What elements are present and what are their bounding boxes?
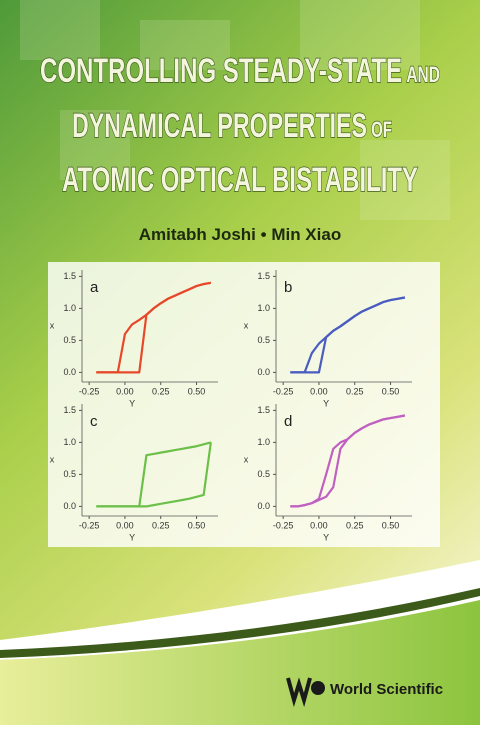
y-tick-label: 0.0 <box>257 367 270 377</box>
y-tick-label: 1.5 <box>63 271 76 281</box>
x-tick-label: 0.25 <box>152 520 170 530</box>
decor-blocks <box>20 0 450 220</box>
bottom-band <box>0 600 480 725</box>
y-tick-label: 0.5 <box>63 335 76 345</box>
y-tick-label: 1.5 <box>257 405 270 415</box>
y-tick-label: 0.5 <box>257 469 270 479</box>
x-tick-label: 0.00 <box>310 520 328 530</box>
title-small: AND <box>406 62 440 87</box>
y-tick-label: 1.0 <box>257 303 270 313</box>
publisher-logo: World Scientific <box>286 677 443 708</box>
y-axis-label: x <box>50 454 55 464</box>
curve <box>290 414 406 508</box>
plot: 0.0 0.5 1.0 1.5 -0.25 0.00 0.25 0.50 Yx a <box>50 270 218 408</box>
swoosh <box>0 560 480 660</box>
title-line: CONTROLLING STEADY-STATEAND <box>40 52 440 90</box>
x-axis-label: Y <box>129 398 135 408</box>
curve <box>96 441 212 508</box>
title-small: OF <box>371 117 392 142</box>
y-axis-label: x <box>244 320 249 330</box>
x-tick-label: -0.25 <box>273 520 294 530</box>
author: Amitabh Joshi <box>139 225 256 244</box>
logo-mark <box>311 681 325 695</box>
y-tick-label: 1.5 <box>257 271 270 281</box>
y-tick-label: 1.5 <box>63 405 76 415</box>
x-tick-label: 0.00 <box>310 386 328 396</box>
plot: 0.0 0.5 1.0 1.5 -0.25 0.00 0.25 0.50 Yx b <box>244 270 412 408</box>
y-tick-label: 0.0 <box>63 501 76 511</box>
y-axis-label: x <box>50 320 55 330</box>
x-tick-label: 0.50 <box>382 386 400 396</box>
panel-label: d <box>284 413 292 430</box>
panel-label: b <box>284 279 292 296</box>
y-tick-label: 1.0 <box>63 437 76 447</box>
x-tick-label: 0.50 <box>382 520 400 530</box>
y-tick-label: 0.5 <box>257 335 270 345</box>
y-tick-label: 0.0 <box>257 501 270 511</box>
title-line: ATOMIC OPTICAL BISTABILITY <box>62 161 418 199</box>
authors: Amitabh Joshi • Min Xiao <box>139 225 341 244</box>
x-axis-label: Y <box>129 532 135 542</box>
y-tick-label: 0.5 <box>63 469 76 479</box>
x-axis-label: Y <box>323 398 329 408</box>
panel-label: c <box>90 413 98 430</box>
y-tick-label: 1.0 <box>257 437 270 447</box>
title-text: DYNAMICAL PROPERTIES <box>72 107 367 145</box>
x-tick-label: 0.50 <box>188 386 206 396</box>
separator: • <box>256 225 271 244</box>
x-tick-label: -0.25 <box>79 520 100 530</box>
swoosh-line <box>0 588 480 658</box>
x-tick-label: -0.25 <box>273 386 294 396</box>
publisher: World Scientific <box>330 681 443 698</box>
y-tick-label: 0.0 <box>63 367 76 377</box>
title-text: CONTROLLING STEADY-STATE <box>40 52 402 90</box>
x-tick-label: 0.25 <box>152 386 170 396</box>
y-tick-label: 1.0 <box>63 303 76 313</box>
author: Min Xiao <box>271 225 341 244</box>
panel-label: a <box>90 279 99 296</box>
title-line: DYNAMICAL PROPERTIESOF <box>72 107 392 145</box>
logo-mark <box>286 677 312 708</box>
x-tick-label: 0.25 <box>346 520 364 530</box>
x-axis-label: Y <box>323 532 329 542</box>
plot: 0.0 0.5 1.0 1.5 -0.25 0.00 0.25 0.50 Yx d <box>244 404 412 542</box>
x-tick-label: -0.25 <box>79 386 100 396</box>
figure-panel <box>48 262 440 547</box>
curve <box>96 281 212 374</box>
x-tick-label: 0.00 <box>116 520 134 530</box>
curve <box>290 296 406 374</box>
y-axis-label: x <box>244 454 249 464</box>
x-tick-label: 0.25 <box>346 386 364 396</box>
plot: 0.0 0.5 1.0 1.5 -0.25 0.00 0.25 0.50 Yx c <box>50 404 218 542</box>
x-tick-label: 0.50 <box>188 520 206 530</box>
x-tick-label: 0.00 <box>116 386 134 396</box>
